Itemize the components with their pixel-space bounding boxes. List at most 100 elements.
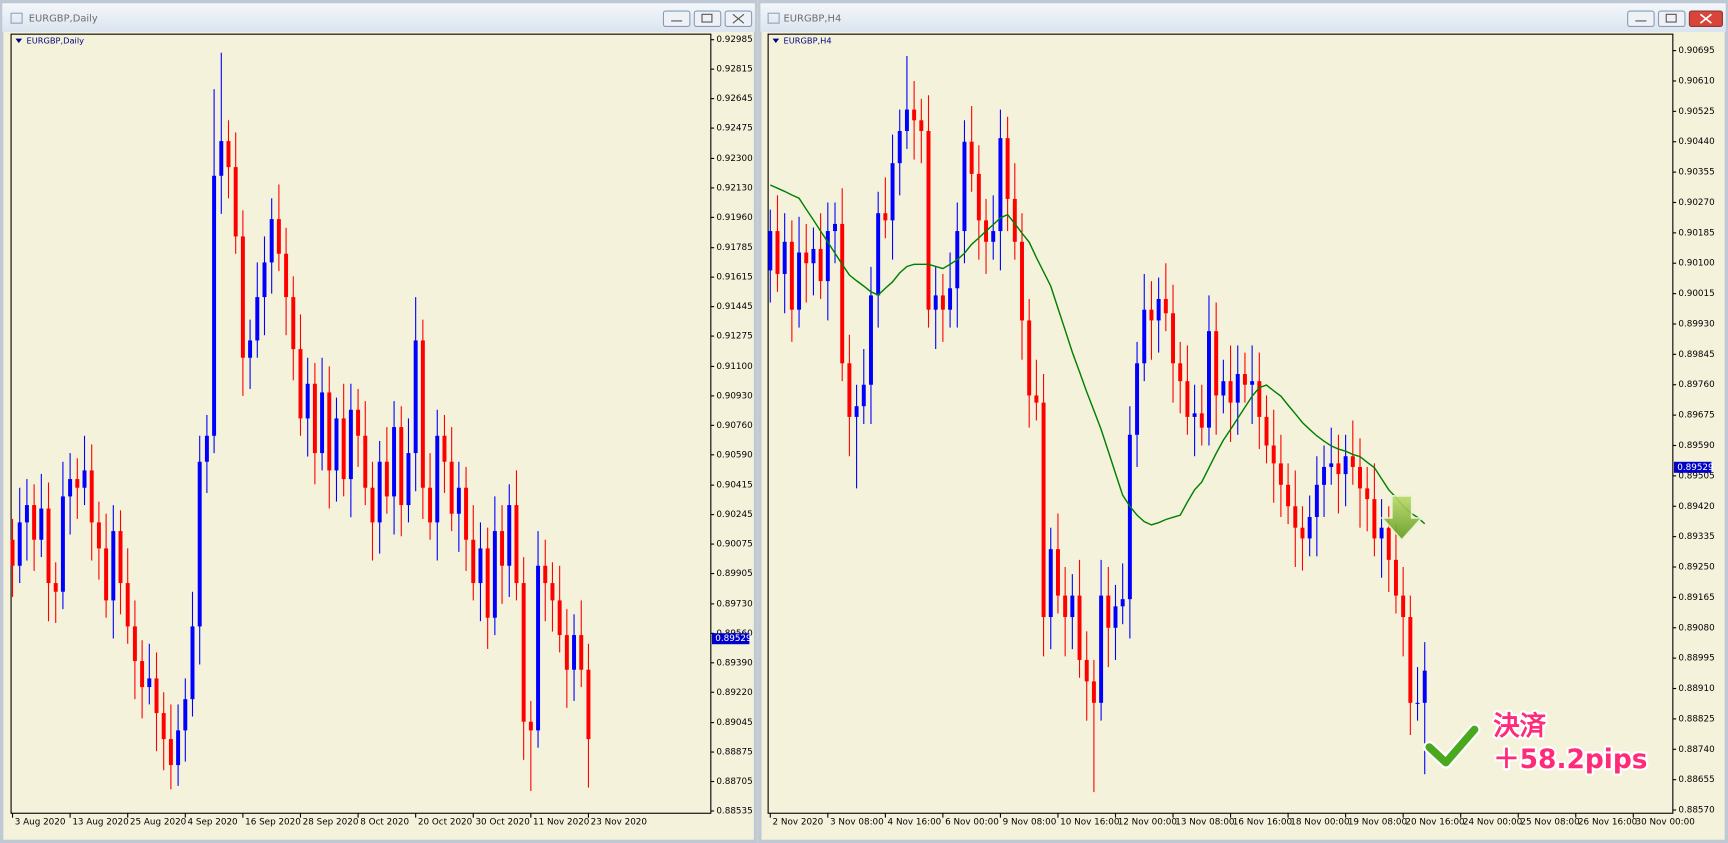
x-tick-label: 28 Sep 2020	[303, 818, 359, 828]
menu-triangle	[15, 38, 23, 43]
candle-body	[933, 295, 938, 310]
chart: 0.92985 0.92815 0.92645 0.92475 0.92300 0.921…	[10, 35, 753, 828]
moving-average-line	[769, 184, 1426, 526]
y-tick-label: 0.91785	[716, 243, 752, 253]
candle-body	[1336, 463, 1341, 475]
candle-body	[1422, 670, 1427, 703]
candle-body	[1350, 456, 1355, 467]
candle-body	[341, 418, 346, 480]
y-tick-label: 0.92300	[716, 154, 753, 164]
y-tick-label: 0.88705	[716, 777, 752, 787]
candle-body	[912, 109, 917, 121]
y-tick-label: 0.89390	[716, 658, 753, 668]
x-tick-label: 2 Nov 2020	[772, 818, 823, 828]
y-tick-label: 0.90270	[1678, 198, 1715, 208]
candle-body	[883, 213, 888, 221]
candle-body	[861, 384, 866, 407]
candle-body	[334, 418, 339, 471]
y-tick-label: 0.89675	[1678, 411, 1714, 421]
y-tick-label: 0.91445	[716, 302, 752, 312]
candle-body	[233, 167, 238, 237]
y-tick-label: 0.89905	[716, 569, 752, 579]
candle-body	[190, 626, 195, 700]
y-tick-label: 0.89165	[1678, 593, 1714, 603]
candle-body	[348, 409, 353, 480]
minimize-button[interactable]	[1627, 10, 1655, 27]
candle-body	[471, 539, 476, 584]
candle-body	[1020, 241, 1024, 321]
candle-body	[140, 661, 145, 688]
candle-body	[356, 409, 361, 436]
candle-body	[449, 461, 454, 514]
candle-body	[1278, 463, 1283, 485]
x-tick-label: 13 Nov 08:00	[1175, 818, 1235, 828]
candle-body	[1365, 488, 1370, 500]
candle-body	[1379, 527, 1384, 539]
maximize-button[interactable]	[693, 10, 722, 27]
candle-body	[904, 109, 909, 132]
menu-triangle	[772, 38, 780, 43]
candle-body	[1271, 445, 1276, 464]
candle-body	[1228, 381, 1233, 403]
candle-body	[312, 383, 317, 454]
candle-body	[442, 435, 447, 462]
y-tick-label: 0.88570	[1678, 806, 1715, 816]
candle-body	[768, 231, 773, 271]
candle-body	[219, 141, 224, 176]
candle-body	[132, 626, 137, 662]
y-tick-label: 0.92815	[716, 65, 752, 75]
candle-body	[840, 223, 845, 364]
candle-body	[1322, 466, 1327, 485]
y-tick-label: 0.92645	[716, 94, 752, 104]
candle-body	[521, 583, 526, 722]
y-tick-label: 0.89730	[716, 599, 753, 609]
candle-body	[464, 487, 469, 540]
candle-body	[1242, 374, 1247, 385]
candle-body	[147, 678, 152, 688]
plot-frame	[767, 33, 1674, 814]
candle-body	[890, 163, 895, 221]
window-buttons[interactable]	[662, 10, 753, 27]
candle-body	[1307, 516, 1312, 539]
title-bar	[760, 3, 1726, 32]
candle-body	[428, 487, 433, 523]
candle-body	[1055, 549, 1060, 596]
y-tick-label: 0.90185	[1678, 228, 1714, 238]
candle-body	[775, 231, 780, 274]
candle-body	[1329, 463, 1334, 467]
candle-body	[1185, 381, 1190, 417]
candle-body	[1372, 499, 1377, 539]
candle-body	[1250, 381, 1255, 385]
candle-body	[897, 131, 902, 164]
y-tick-label: 0.89590	[1678, 441, 1715, 451]
y-tick-label: 0.90100	[1678, 259, 1715, 269]
candle-body	[536, 565, 541, 731]
window-buttons[interactable]	[1627, 10, 1723, 27]
y-tick-label: 0.89420	[1678, 502, 1715, 512]
candle-body	[797, 252, 802, 310]
candle-body	[1408, 617, 1413, 703]
y-tick-label: 0.92985	[716, 35, 752, 45]
x-tick-label: 6 Nov 00:00	[945, 818, 999, 828]
x-tick-label: 20 Nov 16:00	[1405, 818, 1465, 828]
minimize-button[interactable]	[662, 10, 691, 27]
y-tick-label: 0.90525	[1678, 107, 1714, 117]
x-tick-label: 20 Oct 2020	[418, 818, 473, 828]
candle-body	[269, 219, 274, 263]
candle-body	[1063, 595, 1068, 618]
candle-body	[804, 252, 809, 264]
window-icon	[767, 12, 780, 24]
x-tick-label: 18 Nov 00:00	[1290, 818, 1350, 828]
candle-body	[962, 141, 967, 232]
y-tick-label: 0.90415	[716, 481, 752, 491]
candle-body	[500, 531, 505, 566]
candle-body	[406, 453, 411, 506]
candle-body	[1034, 395, 1039, 403]
candle-body	[183, 699, 188, 731]
candle-body	[1264, 416, 1269, 446]
y-tick-label: 0.90355	[1678, 168, 1714, 178]
candle-body	[1300, 527, 1305, 539]
y-tick-label: 0.88825	[1678, 714, 1714, 724]
maximize-button[interactable]	[1657, 10, 1686, 27]
